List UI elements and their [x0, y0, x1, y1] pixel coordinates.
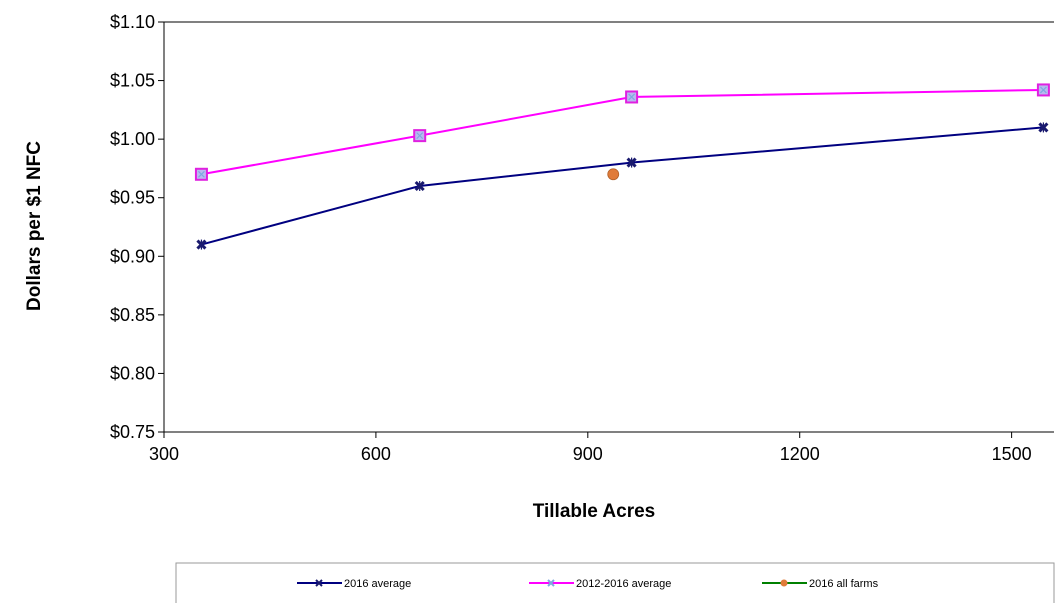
y-tick-label: $0.85: [110, 305, 155, 325]
x-axis: 300 600 900 1200 1500: [149, 432, 1032, 464]
series-3: [607, 168, 620, 181]
series-line: [201, 88, 1044, 176]
x-tick-label: 900: [573, 444, 603, 464]
legend-marker: [315, 579, 323, 587]
x-tick-label: 600: [361, 444, 391, 464]
series-2: [194, 83, 1050, 181]
legend-entry: 2016 average: [297, 578, 411, 590]
x-tick-label: 300: [149, 444, 179, 464]
y-axis-label: Dollars per $1 NFC: [24, 141, 45, 311]
y-tick-label: $0.95: [110, 188, 155, 208]
y-tick-label: $0.90: [110, 246, 155, 266]
series-1: [196, 122, 1049, 250]
legend-label: 2016 all farms: [809, 578, 879, 590]
y-tick-label: $0.80: [110, 363, 155, 383]
legend-marker: [780, 579, 788, 587]
data-point-cross: [416, 132, 424, 140]
legend-marker: [547, 579, 555, 587]
legend-entry: 2016 all farms: [762, 578, 879, 590]
x-axis-label: Tillable Acres: [533, 501, 656, 522]
x-tick-label: 1500: [992, 444, 1032, 464]
legend: 2016 average 2012-2016 average 2016 all fa…: [175, 562, 1055, 603]
data-point-cross: [1039, 86, 1047, 94]
series-layer: [194, 83, 1050, 250]
data-point-cross: [198, 170, 205, 178]
data-point-cross: [628, 93, 636, 101]
plot-area: [163, 21, 1054, 433]
x-tick-label: 1200: [780, 444, 820, 464]
y-tick-label: $1.05: [110, 71, 155, 91]
y-tick-label: $1.00: [110, 129, 155, 149]
legend-label: 2016 average: [344, 578, 411, 590]
y-tick-label: $1.10: [110, 12, 155, 32]
data-point: [607, 168, 620, 181]
legend-label: 2012-2016 average: [576, 578, 671, 590]
series-line: [201, 126, 1044, 246]
y-tick-label: $0.75: [110, 422, 155, 442]
y-axis: $0.75 $0.80 $0.85 $0.90 $0.95 $1.00 $1.05 $1.10: [110, 12, 164, 442]
legend-entry: 2012-2016 average: [529, 578, 671, 590]
